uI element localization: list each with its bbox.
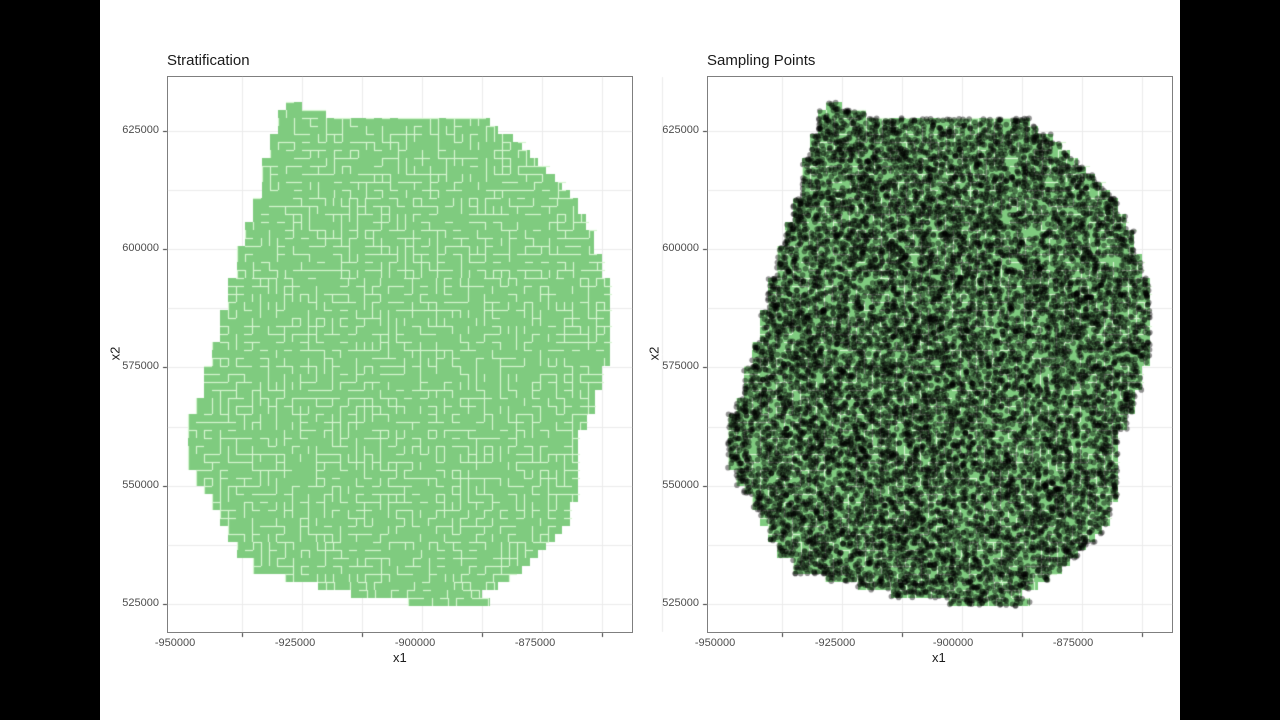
left-xtick-900000: -900000 bbox=[394, 637, 436, 649]
left-ytick-575000: 575000 bbox=[122, 360, 159, 372]
figure-page: Stratification Sampling Points 625000 60… bbox=[100, 0, 1180, 720]
right-ylabel: x2 bbox=[646, 346, 662, 361]
right-xtick-950000: -950000 bbox=[694, 637, 736, 649]
right-ytick-600000: 600000 bbox=[662, 242, 699, 254]
left-ytick-525000: 525000 bbox=[122, 597, 159, 609]
left-ytick-600000: 600000 bbox=[122, 242, 159, 254]
right-ytick-625000: 625000 bbox=[662, 124, 699, 136]
right-xtick-875000: -875000 bbox=[1052, 637, 1094, 649]
right-ytick-550000: 550000 bbox=[662, 479, 699, 491]
left-ylabel: x2 bbox=[107, 346, 123, 361]
left-ytick-550000: 550000 bbox=[122, 479, 159, 491]
right-xtick-925000: -925000 bbox=[814, 637, 856, 649]
right-ytick-575000: 575000 bbox=[662, 360, 699, 372]
right-ytick-525000: 525000 bbox=[662, 597, 699, 609]
left-xtick-925000: -925000 bbox=[274, 637, 316, 649]
left-ytick-625000: 625000 bbox=[122, 124, 159, 136]
right-xtick-900000: -900000 bbox=[932, 637, 974, 649]
left-xtick-875000: -875000 bbox=[514, 637, 556, 649]
left-xtick-950000: -950000 bbox=[154, 637, 196, 649]
chart-canvas bbox=[100, 0, 1180, 720]
left-xlabel: x1 bbox=[393, 650, 407, 665]
right-xlabel: x1 bbox=[932, 650, 946, 665]
